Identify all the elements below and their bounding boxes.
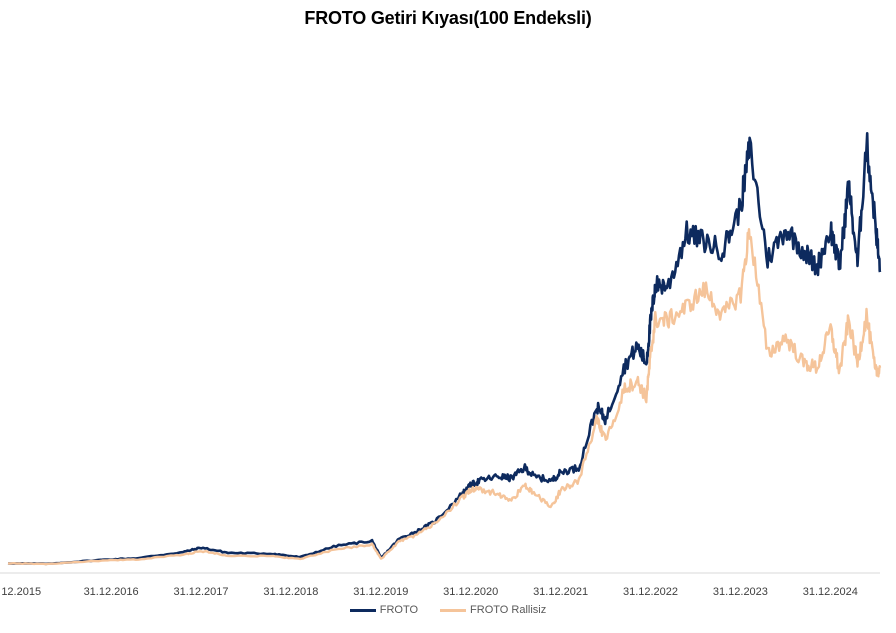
legend-label-froto: FROTO: [379, 604, 419, 616]
x-tick-label: 31.12.2016: [84, 586, 139, 598]
chart-title: FROTO Getiri Kıyası(100 Endeksli): [304, 8, 592, 28]
legend-swatch-froto-rallisiz: [440, 608, 467, 612]
x-tick-label: 31.12.2017: [173, 586, 228, 598]
series-layer: [7, 132, 882, 566]
x-tick-label: 12.2015: [1, 586, 41, 598]
series-line-froto-rallisiz: [8, 228, 882, 566]
x-tick-label: 31.12.2024: [803, 586, 858, 598]
legend: FROTO FROTO Rallisiz: [0, 604, 896, 616]
x-tick-label: 31.12.2022: [623, 586, 678, 598]
legend-item-froto-rallisiz: FROTO Rallisiz: [440, 604, 546, 616]
legend-item-froto: FROTO: [349, 604, 419, 616]
x-tick-label: 31.12.2020: [443, 586, 498, 598]
x-tick-label: 31.12.2021: [533, 586, 588, 598]
legend-swatch-froto: [349, 608, 376, 612]
legend-label-froto-rallisiz: FROTO Rallisiz: [470, 604, 547, 616]
x-tick-label: 31.12.2023: [713, 586, 768, 598]
series-line-froto: [7, 132, 882, 566]
x-tick-label: 31.12.2018: [263, 586, 318, 598]
x-tick-labels: 12.2015 31.12.2016 31.12.2017 31.12.2018 31.…: [1, 586, 858, 598]
x-tick-label: 31.12.2019: [353, 586, 408, 598]
